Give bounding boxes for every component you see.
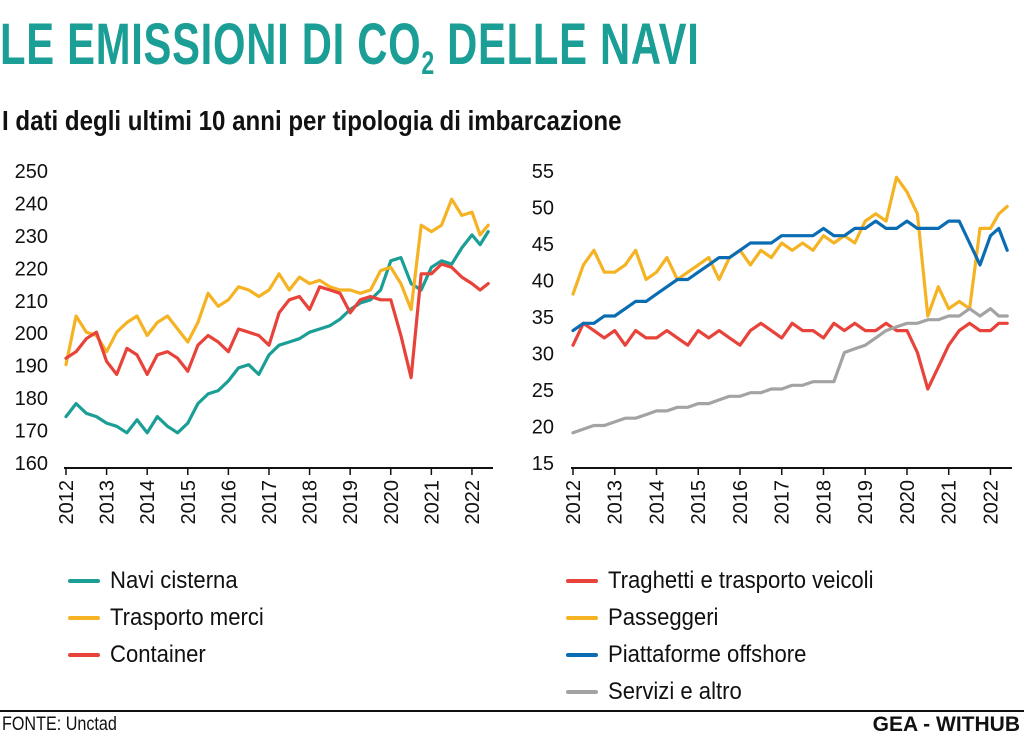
x-tick-label: 2020 (381, 480, 403, 525)
y-tick-label: 50 (532, 198, 554, 220)
x-tick-label: 2020 (897, 480, 919, 525)
x-tick-label: 2018 (300, 480, 322, 525)
series-line-3 (571, 307, 1009, 435)
x-tick-label: 2019 (855, 480, 877, 525)
y-tick-label: 240 (15, 193, 48, 215)
x-tick-label: 2012 (56, 480, 78, 525)
legend-swatch (566, 652, 598, 657)
x-tick-label: 2017 (772, 480, 794, 525)
x-tick-label: 2014 (647, 480, 669, 525)
y-tick-label: 220 (15, 258, 48, 280)
source-note: FONTE: Unctad (2, 714, 117, 735)
y-tick-label: 35 (532, 307, 554, 329)
y-tick-label: 25 (532, 380, 554, 402)
legend-label: Traghetti e trasporto veicoli (608, 567, 874, 594)
x-tick-label: 2017 (259, 480, 281, 525)
y-tick-label: 40 (532, 271, 554, 293)
x-tick-label: 2016 (218, 480, 240, 525)
series-line-2 (64, 262, 490, 380)
legend-left: Navi cisterna Trasporto merci Container (68, 562, 277, 673)
legend-swatch (68, 615, 100, 620)
y-tick-label: 190 (15, 356, 48, 378)
series-line-0 (571, 321, 1009, 391)
y-tick-label: 170 (15, 421, 48, 443)
y-tick-label: 180 (15, 388, 48, 410)
x-tick-label: 2019 (340, 480, 362, 525)
legend-swatch (566, 578, 598, 583)
legend-item: Traghetti e trasporto veicoli (566, 562, 897, 599)
legend-item: Piattaforme offshore (566, 636, 897, 673)
x-tick-label: 2013 (605, 480, 627, 525)
credit-logo: GEA - WITHUB (872, 713, 1020, 736)
y-tick-label: 160 (15, 453, 48, 475)
y-tick-label: 250 (15, 161, 48, 183)
legend-swatch (68, 578, 100, 583)
legend-right: Traghetti e trasporto veicoli Passeggeri P… (566, 562, 897, 710)
x-tick-label: 2013 (97, 480, 119, 525)
legend-label: Passeggeri (608, 604, 719, 631)
y-tick-label: 200 (15, 323, 48, 345)
series-line-0 (64, 230, 490, 435)
legend-swatch (566, 615, 598, 620)
legend-item: Navi cisterna (68, 562, 277, 599)
x-tick-label: 2018 (814, 480, 836, 525)
legend-swatch (68, 652, 100, 657)
y-tick-label: 210 (15, 291, 48, 313)
page-title: LE EMISSIONI DI CO2 DELLE NAVI (0, 14, 700, 94)
series-line-2 (571, 219, 1009, 333)
legend-label: Trasporto merci (110, 604, 264, 631)
y-tick-label: 230 (15, 226, 48, 248)
x-tick-label: 2021 (421, 480, 443, 525)
y-tick-label: 45 (532, 234, 554, 256)
series-line-1 (64, 197, 490, 367)
legend-swatch (566, 689, 598, 694)
legend-label: Servizi e altro (608, 678, 742, 705)
legend-label: Container (110, 641, 206, 668)
x-tick-label: 2022 (462, 480, 484, 525)
x-tick-label: 2022 (981, 480, 1003, 525)
chart-tipologie-cargo: 250 240 230 220 210 200 190 180 170 160 2012 2013 20… (15, 161, 493, 525)
legend-label: Piattaforme offshore (608, 641, 807, 668)
y-tick-label: 20 (532, 417, 554, 439)
legend-item: Trasporto merci (68, 599, 277, 636)
y-tick-label: 30 (532, 344, 554, 366)
title-rest: DELLE NAVI (434, 12, 700, 77)
legend-item: Passeggeri (566, 599, 897, 636)
x-tick-label: 2021 (939, 480, 961, 525)
y-tick-label: 55 (532, 161, 554, 183)
x-tick-label: 2015 (688, 480, 710, 525)
y-tick-label: 15 (532, 453, 554, 475)
legend-item: Container (68, 636, 277, 673)
footer-divider (0, 710, 1024, 712)
title-main: LE EMISSIONI DI CO (0, 12, 422, 77)
legend-label: Navi cisterna (110, 567, 238, 594)
x-tick-label: 2014 (137, 480, 159, 525)
x-tick-label: 2012 (563, 480, 585, 525)
x-tick-label: 2015 (178, 480, 200, 525)
series-line-1 (571, 175, 1009, 318)
x-tick-label: 2016 (730, 480, 752, 525)
legend-item: Servizi e altro (566, 673, 897, 710)
page-subtitle: I dati degli ultimi 10 anni per tipologi… (2, 105, 622, 136)
title-subscript: 2 (421, 45, 435, 81)
